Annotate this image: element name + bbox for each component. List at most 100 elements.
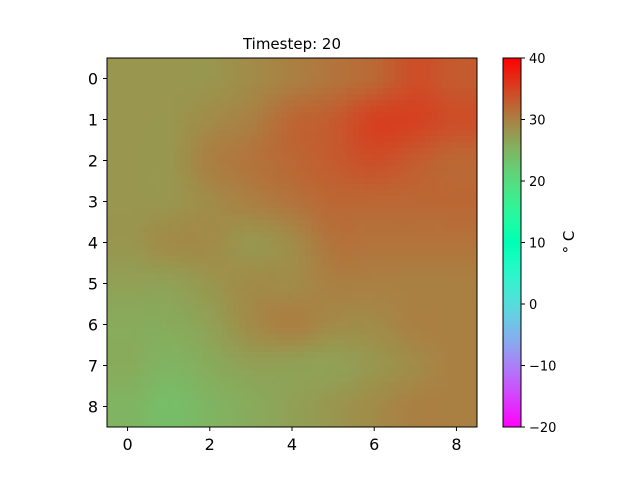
heatmap-pixel — [125, 388, 132, 395]
heatmap-pixel — [239, 112, 246, 119]
y-tick-label: 6 — [88, 316, 98, 335]
heatmap-pixel — [371, 82, 378, 89]
heatmap-pixel — [167, 280, 174, 287]
heatmap-pixel — [251, 310, 258, 317]
heatmap-pixel — [161, 400, 168, 407]
heatmap-pixel — [341, 238, 348, 245]
heatmap-pixel — [365, 106, 372, 113]
heatmap-pixel — [389, 88, 396, 95]
heatmap-pixel — [419, 406, 426, 413]
heatmap-pixel — [155, 226, 162, 233]
heatmap-pixel — [119, 292, 126, 299]
heatmap-pixel — [335, 148, 342, 155]
heatmap-pixel — [461, 340, 468, 347]
heatmap-pixel — [311, 346, 318, 353]
heatmap-pixel — [317, 196, 324, 203]
heatmap-pixel — [203, 388, 210, 395]
heatmap-pixel — [281, 118, 288, 125]
heatmap-pixel — [125, 58, 132, 65]
heatmap-pixel — [347, 82, 354, 89]
heatmap-pixel — [233, 100, 240, 107]
heatmap-pixel — [353, 58, 360, 65]
heatmap-pixel — [269, 214, 276, 221]
heatmap-pixel — [203, 154, 210, 161]
heatmap-pixel — [413, 310, 420, 317]
heatmap-pixel — [179, 136, 186, 143]
heatmap-pixel — [467, 106, 474, 113]
heatmap-pixel — [401, 370, 408, 377]
heatmap-pixel — [317, 280, 324, 287]
heatmap-pixel — [311, 64, 318, 71]
heatmap-pixel — [149, 250, 156, 257]
heatmap-pixel — [347, 238, 354, 245]
heatmap-pixel — [353, 376, 360, 383]
heatmap-pixel — [431, 280, 438, 287]
heatmap-pixel — [179, 130, 186, 137]
heatmap-pixel — [455, 238, 462, 245]
heatmap-pixel — [329, 364, 336, 371]
heatmap-pixel — [287, 346, 294, 353]
heatmap-pixel — [359, 400, 366, 407]
heatmap-pixel — [389, 106, 396, 113]
heatmap-pixel — [401, 178, 408, 185]
heatmap-pixel — [287, 244, 294, 251]
heatmap-pixel — [227, 100, 234, 107]
heatmap-pixel — [467, 388, 474, 395]
heatmap-pixel — [431, 226, 438, 233]
heatmap-pixel — [233, 214, 240, 221]
heatmap-pixel — [449, 226, 456, 233]
heatmap-pixel — [209, 352, 216, 359]
heatmap-pixel — [209, 316, 216, 323]
heatmap-pixel — [425, 142, 432, 149]
heatmap-pixel — [257, 382, 264, 389]
heatmap-pixel — [467, 220, 474, 227]
heatmap-pixel — [443, 76, 450, 83]
heatmap-pixel — [137, 310, 144, 317]
heatmap-pixel — [131, 418, 138, 425]
heatmap-pixel — [419, 124, 426, 131]
heatmap-pixel — [233, 106, 240, 113]
heatmap-pixel — [161, 286, 168, 293]
heatmap-pixel — [347, 370, 354, 377]
heatmap-pixel — [125, 136, 132, 143]
heatmap-pixel — [131, 220, 138, 227]
heatmap-pixel — [227, 328, 234, 335]
heatmap-pixel — [167, 394, 174, 401]
heatmap-pixel — [239, 400, 246, 407]
heatmap-pixel — [329, 388, 336, 395]
heatmap-pixel — [473, 202, 477, 209]
heatmap-pixel — [323, 298, 330, 305]
heatmap-pixel — [275, 358, 282, 365]
heatmap-pixel — [383, 358, 390, 365]
heatmap-pixel — [455, 370, 462, 377]
heatmap-pixel — [167, 298, 174, 305]
heatmap-pixel — [209, 226, 216, 233]
heatmap-pixel — [227, 124, 234, 131]
heatmap-pixel — [143, 376, 150, 383]
heatmap-pixel — [113, 208, 120, 215]
heatmap-pixel — [461, 304, 468, 311]
heatmap-pixel — [323, 256, 330, 263]
heatmap-pixel — [155, 382, 162, 389]
heatmap-pixel — [275, 88, 282, 95]
heatmap-pixel — [431, 238, 438, 245]
heatmap-pixel — [149, 352, 156, 359]
heatmap-pixel — [461, 400, 468, 407]
heatmap-pixel — [473, 364, 477, 371]
heatmap-pixel — [155, 406, 162, 413]
heatmap-pixel — [377, 76, 384, 83]
heatmap-pixel — [281, 142, 288, 149]
heatmap-pixel — [179, 400, 186, 407]
heatmap-pixel — [341, 196, 348, 203]
heatmap-pixel — [443, 244, 450, 251]
heatmap-pixel — [137, 376, 144, 383]
heatmap-pixel — [239, 160, 246, 167]
heatmap-pixel — [473, 268, 477, 275]
heatmap-pixel — [173, 310, 180, 317]
heatmap-pixel — [173, 364, 180, 371]
heatmap-pixel — [125, 280, 132, 287]
heatmap-pixel — [221, 226, 228, 233]
heatmap-pixel — [281, 388, 288, 395]
heatmap-pixel — [329, 106, 336, 113]
